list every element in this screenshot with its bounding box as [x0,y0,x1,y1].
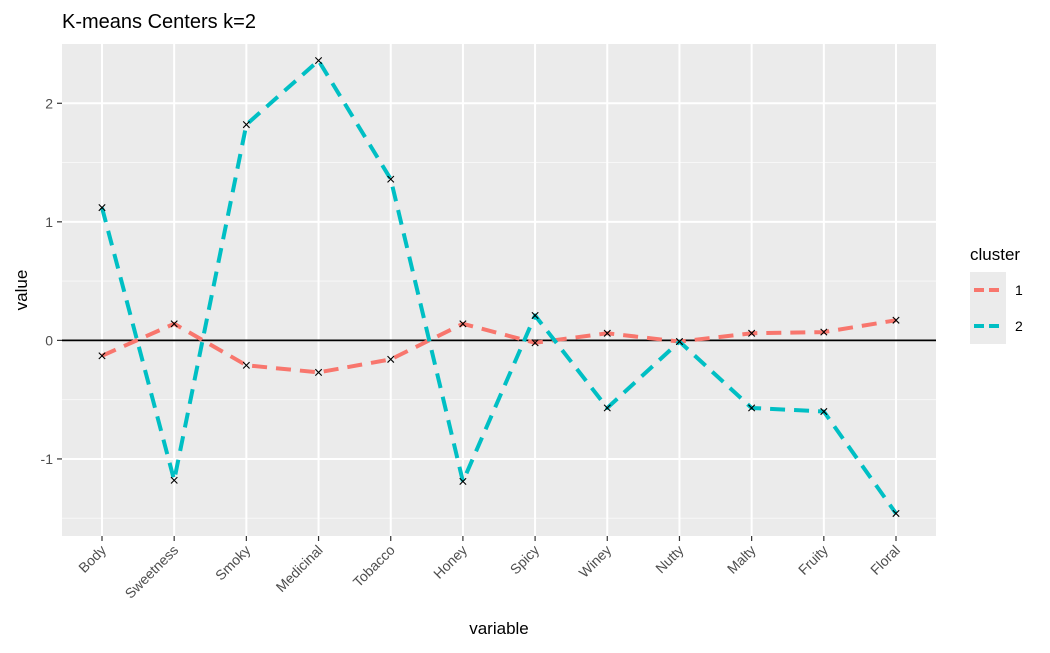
data-point-series-1 [531,339,539,347]
x-tick-label: Floral [867,542,903,578]
data-point-series-2 [675,337,684,346]
data-point-series-1 [242,361,250,369]
x-tick-label: Fruity [795,542,831,578]
data-point-series-1 [314,368,323,376]
data-point-series-2 [170,476,178,484]
data-point-series-1 [892,316,900,324]
y-tick-label: -1 [41,451,54,467]
data-point-series-1 [820,328,828,336]
series-lines [100,58,898,515]
data-point-series-1 [170,320,178,328]
x-tick-label: Tobacco [350,542,398,590]
x-tick-label: Sweetness [122,542,182,602]
series-line-2 [100,58,898,515]
y-tick-label: 0 [45,332,53,348]
y-tick-label: 2 [45,95,53,111]
data-points [98,57,900,518]
y-axis-title: value [12,270,31,311]
data-point-series-2 [748,404,756,412]
data-point-series-2 [242,121,250,129]
data-point-series-1 [387,355,395,363]
legend-label-1: 1 [1015,282,1023,298]
x-tick-label: Malty [724,542,759,577]
data-point-series-2 [820,407,828,416]
y-axis: 2 1 0 -1 [41,95,62,467]
legend-items: 12 [970,272,1023,344]
series-line-1 [101,318,897,375]
data-point-series-2 [531,311,539,320]
legend: cluster 12 [970,245,1023,344]
data-point-series-2 [98,204,106,212]
minor-gridlines [62,162,936,519]
data-point-series-2 [387,175,395,183]
x-axis: Body Sweetness Smoky Medicinal Tobacco Honey S… [75,536,903,602]
y-tick-label: 1 [45,214,53,230]
x-tick-label: Winey [576,542,615,581]
x-axis-title: variable [469,619,529,638]
legend-label-2: 2 [1015,318,1023,334]
data-point-series-1 [459,320,467,328]
plot-panel [62,44,936,536]
data-point-series-2 [892,509,900,518]
major-gridlines [62,44,936,536]
x-tick-label: Body [75,542,109,576]
data-point-series-1 [603,329,611,337]
x-tick-label: Honey [430,542,470,582]
x-tick-label: Spicy [507,542,543,578]
x-tick-label: Smoky [212,542,254,584]
data-point-series-2 [314,57,323,65]
chart-title: K-means Centers k=2 [62,11,256,33]
data-point-series-2 [603,404,611,412]
x-tick-label: Nutty [652,542,686,576]
x-tick-label: Medicinal [273,542,326,595]
data-point-series-1 [748,329,756,337]
legend-title: cluster [970,245,1020,264]
data-point-series-2 [459,477,467,486]
data-point-series-1 [98,352,106,360]
